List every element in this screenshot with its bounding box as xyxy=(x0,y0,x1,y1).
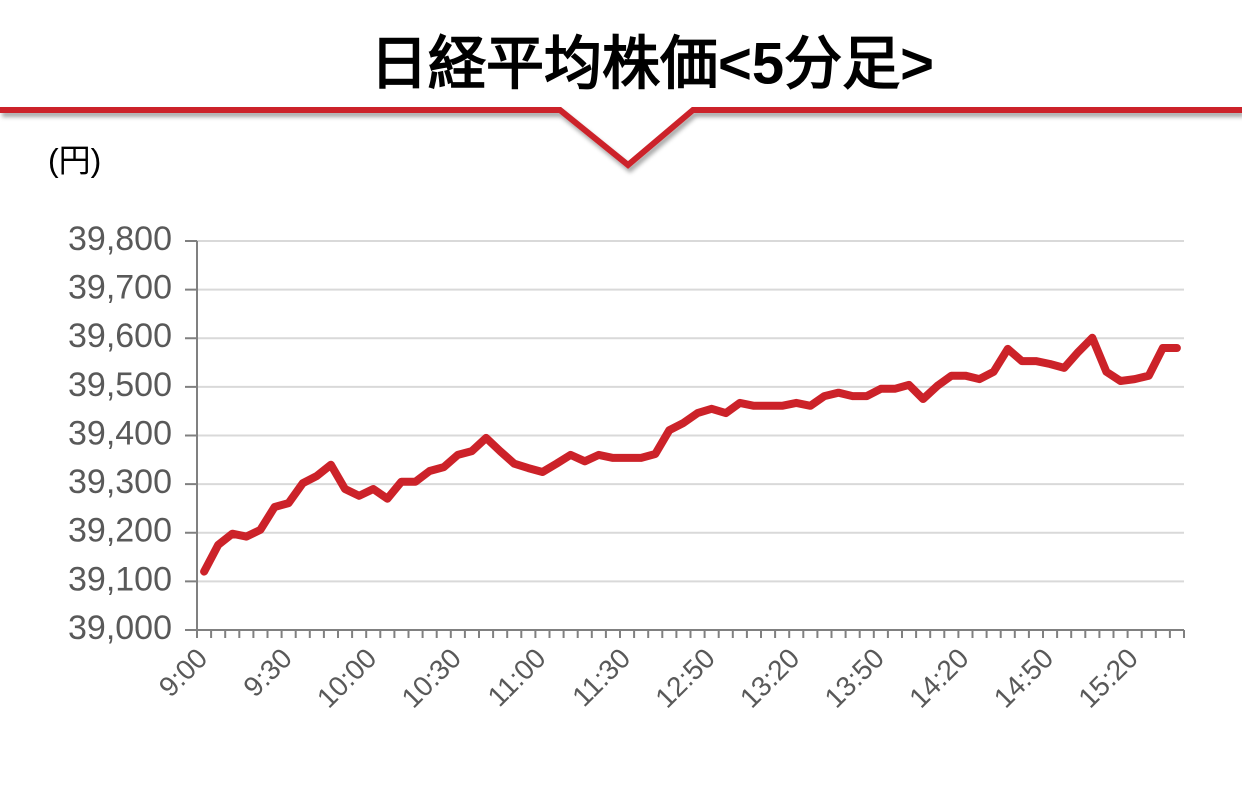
y-tick-label: 39,700 xyxy=(68,269,172,307)
y-tick-label: 39,300 xyxy=(68,463,172,501)
series-line xyxy=(200,333,1181,576)
x-tick-label: 11:30 xyxy=(566,642,636,712)
x-tick-label: 13:20 xyxy=(734,642,805,713)
y-tick-label: 39,800 xyxy=(68,220,172,258)
y-tick-label: 39,200 xyxy=(68,512,172,550)
title-rule xyxy=(0,107,1242,169)
x-tick-label: 11:00 xyxy=(482,642,552,712)
x-tick-label: 10:00 xyxy=(311,642,382,713)
x-tick-label: 9:30 xyxy=(237,642,297,702)
x-tick-label: 12:50 xyxy=(649,642,720,713)
x-tick-label: 10:30 xyxy=(396,642,467,713)
y-tick-label: 39,600 xyxy=(68,317,172,355)
x-tick-label: 14:50 xyxy=(988,642,1059,713)
x-tick-label: 14:20 xyxy=(903,642,974,713)
x-tick-label: 15:20 xyxy=(1072,642,1143,713)
y-tick-label: 39,400 xyxy=(68,414,172,452)
y-axis-label: (円) xyxy=(48,142,101,178)
y-tick-label: 39,500 xyxy=(68,366,172,404)
chart-title: 日経平均株価<5分足> xyxy=(370,31,934,96)
y-tick-label: 39,100 xyxy=(68,560,172,598)
x-tick-label: 9:00 xyxy=(153,642,213,702)
x-tick-label: 13:50 xyxy=(819,642,890,713)
y-tick-label: 39,000 xyxy=(68,609,172,647)
